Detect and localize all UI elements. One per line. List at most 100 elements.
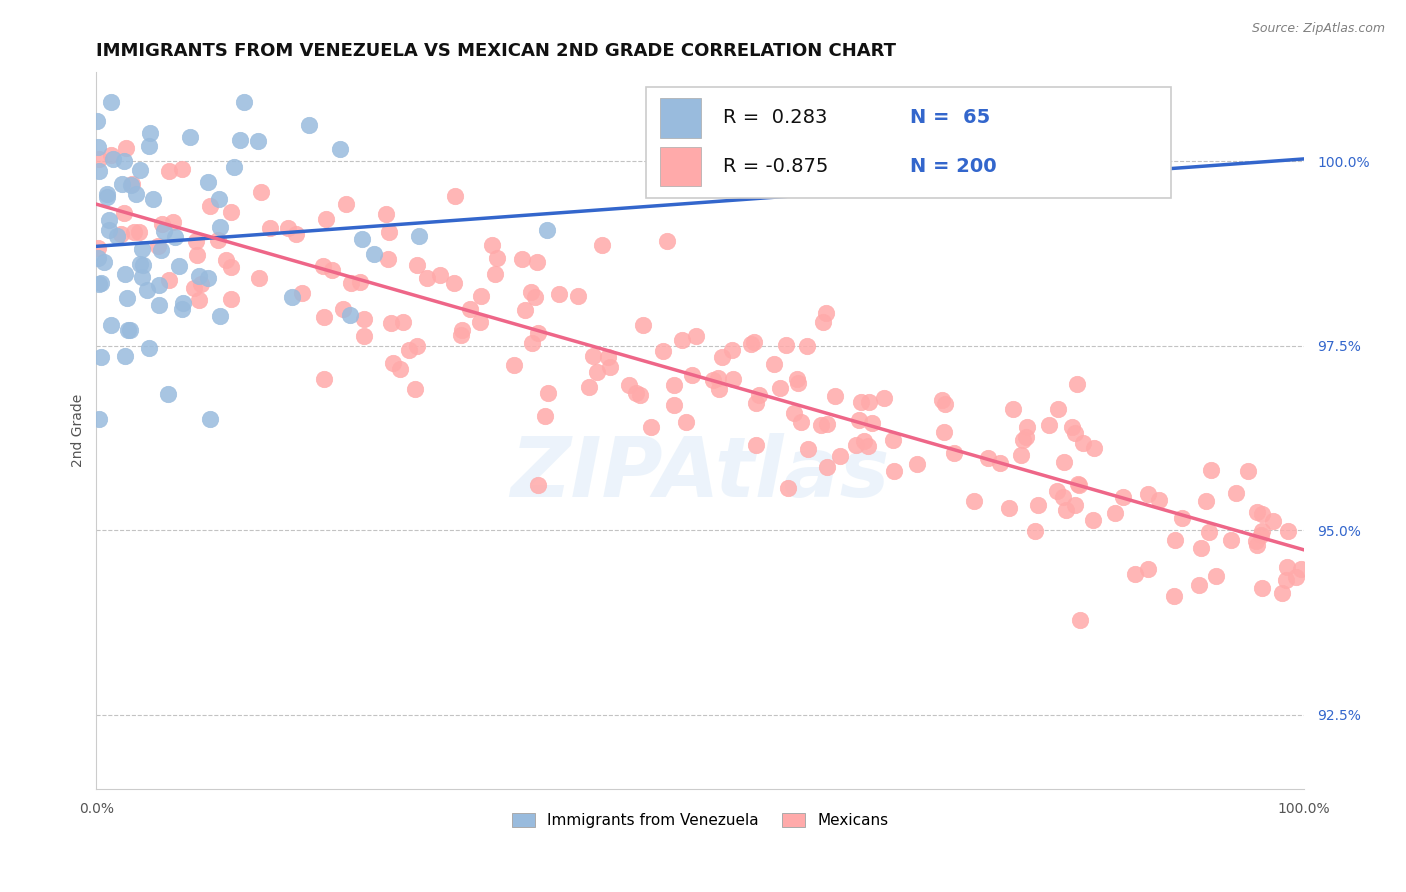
Point xyxy=(382,356,405,370)
Point xyxy=(314,310,336,324)
Point xyxy=(1261,514,1284,528)
Point xyxy=(139,126,162,140)
Point xyxy=(769,381,792,395)
Point xyxy=(815,460,838,475)
Point xyxy=(652,343,675,358)
Point xyxy=(745,396,768,410)
Point xyxy=(931,392,953,407)
Point xyxy=(591,238,613,252)
Point xyxy=(470,289,492,303)
Point xyxy=(830,449,852,463)
Point xyxy=(90,277,112,291)
Point xyxy=(681,368,703,383)
Point xyxy=(628,387,651,401)
Point xyxy=(321,262,343,277)
FancyBboxPatch shape xyxy=(661,98,702,137)
Point xyxy=(339,309,361,323)
Point xyxy=(662,378,685,392)
Point xyxy=(131,270,153,285)
Point xyxy=(1104,506,1126,520)
Point xyxy=(219,292,242,306)
Point xyxy=(742,335,765,350)
Point xyxy=(1054,503,1077,517)
Point xyxy=(998,500,1021,515)
Point xyxy=(1069,478,1091,492)
Point xyxy=(138,139,160,153)
Point xyxy=(162,215,184,229)
Point xyxy=(1064,426,1087,441)
Point xyxy=(374,206,396,220)
Point xyxy=(675,415,697,429)
Point xyxy=(520,285,543,300)
Point xyxy=(786,371,808,385)
Point xyxy=(131,242,153,256)
Point xyxy=(228,133,250,147)
Point xyxy=(526,255,548,269)
Point xyxy=(186,234,208,248)
Point xyxy=(1246,538,1268,552)
Point xyxy=(1015,429,1038,443)
Point xyxy=(1067,476,1090,491)
Point xyxy=(1164,533,1187,548)
Point xyxy=(443,276,465,290)
Point xyxy=(111,177,134,191)
Point xyxy=(598,350,620,364)
Point xyxy=(1136,487,1159,501)
Point xyxy=(671,333,693,347)
Point xyxy=(406,339,429,353)
Point xyxy=(711,350,734,364)
Point xyxy=(1066,377,1088,392)
Point xyxy=(132,258,155,272)
Point xyxy=(503,358,526,372)
Point xyxy=(117,323,139,337)
Point xyxy=(312,372,335,386)
Point xyxy=(128,257,150,271)
Point xyxy=(567,289,589,303)
Point xyxy=(1189,541,1212,555)
Point xyxy=(405,258,427,272)
Point xyxy=(450,327,472,342)
Point xyxy=(86,114,108,128)
Point xyxy=(1244,534,1267,549)
Point xyxy=(187,268,209,283)
Point xyxy=(114,141,136,155)
Point xyxy=(934,397,956,411)
Point xyxy=(707,382,730,396)
Point xyxy=(1010,448,1032,462)
Point xyxy=(232,95,254,109)
Point xyxy=(100,318,122,332)
Point xyxy=(200,412,222,426)
FancyBboxPatch shape xyxy=(645,87,1171,198)
Point xyxy=(247,271,270,285)
Point xyxy=(141,192,163,206)
Point xyxy=(207,192,229,206)
Point xyxy=(1081,512,1104,526)
Point xyxy=(197,175,219,189)
Point xyxy=(120,178,142,192)
Point xyxy=(1046,402,1069,417)
Point xyxy=(1136,562,1159,576)
Point xyxy=(157,164,180,178)
Point xyxy=(619,378,641,392)
Point xyxy=(110,227,132,242)
Point xyxy=(775,338,797,352)
Point xyxy=(537,385,560,400)
Point xyxy=(1083,441,1105,455)
Point xyxy=(352,232,374,246)
Point xyxy=(526,478,548,492)
Point xyxy=(148,298,170,312)
Point xyxy=(408,228,430,243)
Point xyxy=(377,252,399,267)
Point xyxy=(125,187,148,202)
Point xyxy=(329,142,352,156)
Point xyxy=(1219,533,1241,547)
Point xyxy=(188,293,211,307)
Point xyxy=(398,343,420,358)
Point xyxy=(1026,498,1049,512)
Point xyxy=(89,164,111,178)
Point xyxy=(167,259,190,273)
Point xyxy=(815,417,838,431)
Point xyxy=(977,450,1000,465)
Point xyxy=(1046,483,1069,498)
Point xyxy=(363,247,385,261)
